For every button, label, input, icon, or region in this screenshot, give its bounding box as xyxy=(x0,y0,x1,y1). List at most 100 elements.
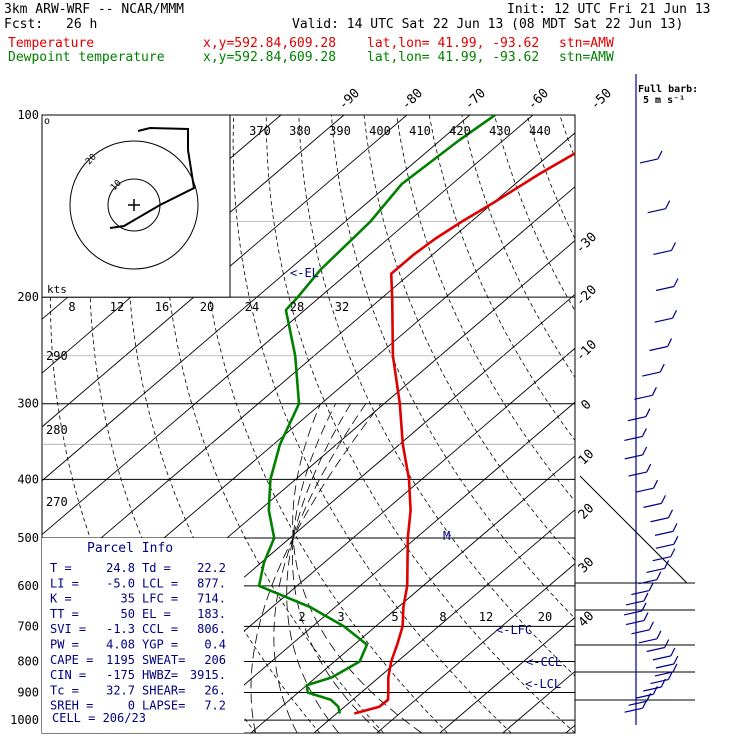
barb-legend-line1: Full barb: xyxy=(638,84,698,95)
wind-barb-shaft xyxy=(624,435,643,442)
wind-barb-flag xyxy=(656,571,662,580)
isotherm-line xyxy=(439,616,575,733)
wind-barb-shaft xyxy=(654,317,673,323)
wind-barb-shaft xyxy=(625,600,645,606)
wind-barb-shaft xyxy=(639,158,659,164)
wind-barb-flag xyxy=(670,242,677,251)
parcel-key: EL = xyxy=(142,607,171,621)
mixing-ratio-low-label: 20 xyxy=(538,610,552,624)
parcel-key: LFC = xyxy=(142,592,178,606)
temperature-latlon: lat,lon= 41.99, -93.62 xyxy=(367,36,540,51)
wind-barb-shaft xyxy=(643,502,662,508)
mixing-ratio-low-label: 8 xyxy=(439,610,446,624)
isotherm-line xyxy=(313,509,575,733)
wind-barb-shaft xyxy=(628,700,647,706)
dry-adiabat xyxy=(265,115,575,733)
parcel-value: 50 xyxy=(121,607,135,621)
dry-adiabat xyxy=(494,115,575,312)
isotherm-line xyxy=(42,115,534,536)
parcel-value: 0 xyxy=(128,699,135,713)
model-title: 3km ARW-WRF -- NCAR/MMM xyxy=(4,2,185,17)
barb-legend-line2: 5 m s⁻¹ xyxy=(643,95,685,106)
parcel-key: LI = xyxy=(50,576,79,590)
pressure-tick-label: 200 xyxy=(17,290,39,304)
dry-adiabat xyxy=(198,115,448,733)
wind-barb-shaft xyxy=(627,416,647,422)
wind-barb-flag xyxy=(645,408,651,417)
isotherm-tick-label: -70 xyxy=(462,86,489,113)
wind-barb-shaft xyxy=(643,686,662,692)
isotherm-tick-label: -20 xyxy=(573,282,600,309)
wind-barb-flag xyxy=(672,523,678,532)
dry-adiabat xyxy=(526,115,575,240)
parcel-key: YGP = xyxy=(142,638,178,652)
mixing-ratio-low-label: 2 xyxy=(298,610,305,624)
dewpoint-latlon: lat,lon= 41.99, -93.62 xyxy=(367,50,540,65)
wind-barb-flag xyxy=(673,278,679,287)
mixing-ratio-tick-label: 16 xyxy=(155,300,169,314)
pressure-tick-label: 600 xyxy=(17,579,39,593)
theta-tick-label: 410 xyxy=(409,124,431,138)
pressure-tick-label: 700 xyxy=(17,619,39,633)
el-label: <-EL xyxy=(290,266,319,280)
isotherm-line xyxy=(250,455,575,733)
wind-barb-flag xyxy=(656,630,662,640)
isotherm-line xyxy=(42,132,575,590)
wind-barb-shaft xyxy=(649,345,668,352)
moist-adiabat xyxy=(292,403,423,733)
wind-barb-shaft xyxy=(623,610,643,616)
dry-adiabat xyxy=(428,115,575,442)
wind-barb-flag xyxy=(646,693,652,702)
parcel-value: 35 xyxy=(121,592,135,606)
temperature-station: stn=AMW xyxy=(559,36,614,51)
wind-barb-flag xyxy=(648,621,654,631)
dewpoint-station: stn=AMW xyxy=(559,50,614,65)
parcel-value: 24.8 xyxy=(106,561,135,575)
hodograph-ring-outer xyxy=(69,140,199,270)
parcel-value: 206 xyxy=(204,653,226,667)
isotherm-tick-label: 20 xyxy=(576,501,598,523)
dry-adiabat xyxy=(163,115,384,733)
wind-barbs xyxy=(575,74,695,725)
mixing-ratio-tick-label: 20 xyxy=(200,300,214,314)
mixed-layer-marker: M xyxy=(443,529,450,543)
mixing-ratio-tick-label: 24 xyxy=(245,300,259,314)
parcel-value: 183. xyxy=(197,607,226,621)
parcel-key: T = xyxy=(50,561,72,575)
wind-barb-flag xyxy=(646,463,652,473)
pressure-tick-label: 400 xyxy=(17,472,39,486)
pressure-tick-label: 500 xyxy=(17,531,39,545)
parcel-cell: CELL = 206/23 xyxy=(52,711,146,725)
wind-barb-flag xyxy=(660,495,666,504)
wind-barb-shaft xyxy=(634,394,653,400)
isotherm-tick-label: -10 xyxy=(573,337,600,364)
parcel-value: 806. xyxy=(197,622,226,636)
parcel-value: 32.7 xyxy=(106,683,135,697)
theta-tick-label: 400 xyxy=(369,124,391,138)
theta-tick-label: 370 xyxy=(249,124,271,138)
wind-barb-flag xyxy=(641,602,647,612)
mixing-ratio-low-label: 5 xyxy=(391,610,398,624)
side-diagonal xyxy=(579,475,688,584)
isotherm-line xyxy=(376,563,575,733)
parcel-value: 26. xyxy=(204,683,226,697)
pressure-tick-label: 1000 xyxy=(10,713,39,727)
wind-barb-shaft xyxy=(646,567,665,574)
mixing-ratio-tick-label: 32 xyxy=(335,300,349,314)
wind-barb-flag xyxy=(670,548,676,557)
mixing-ratio-low-label: 3 xyxy=(337,610,344,624)
forecast-hours: 26 h xyxy=(66,17,98,32)
parcel-key: K = xyxy=(50,592,72,606)
parcel-key: CIN = xyxy=(50,668,86,682)
wind-barb-shaft xyxy=(631,589,650,596)
wind-barb-flag xyxy=(642,446,648,456)
legend-dewpoint: Dewpoint temperature xyxy=(8,50,165,65)
dry-adiabat xyxy=(658,115,740,733)
wind-barb-shaft xyxy=(653,249,672,256)
isotherm-tick-label: -50 xyxy=(588,86,615,113)
isotherm-tick-label: -30 xyxy=(573,230,600,257)
dry-adiabat xyxy=(625,115,740,733)
parcel-key: Tc = xyxy=(50,683,79,697)
parcel-key: Td = xyxy=(142,561,171,575)
parcel-value: 1195 xyxy=(106,653,135,667)
